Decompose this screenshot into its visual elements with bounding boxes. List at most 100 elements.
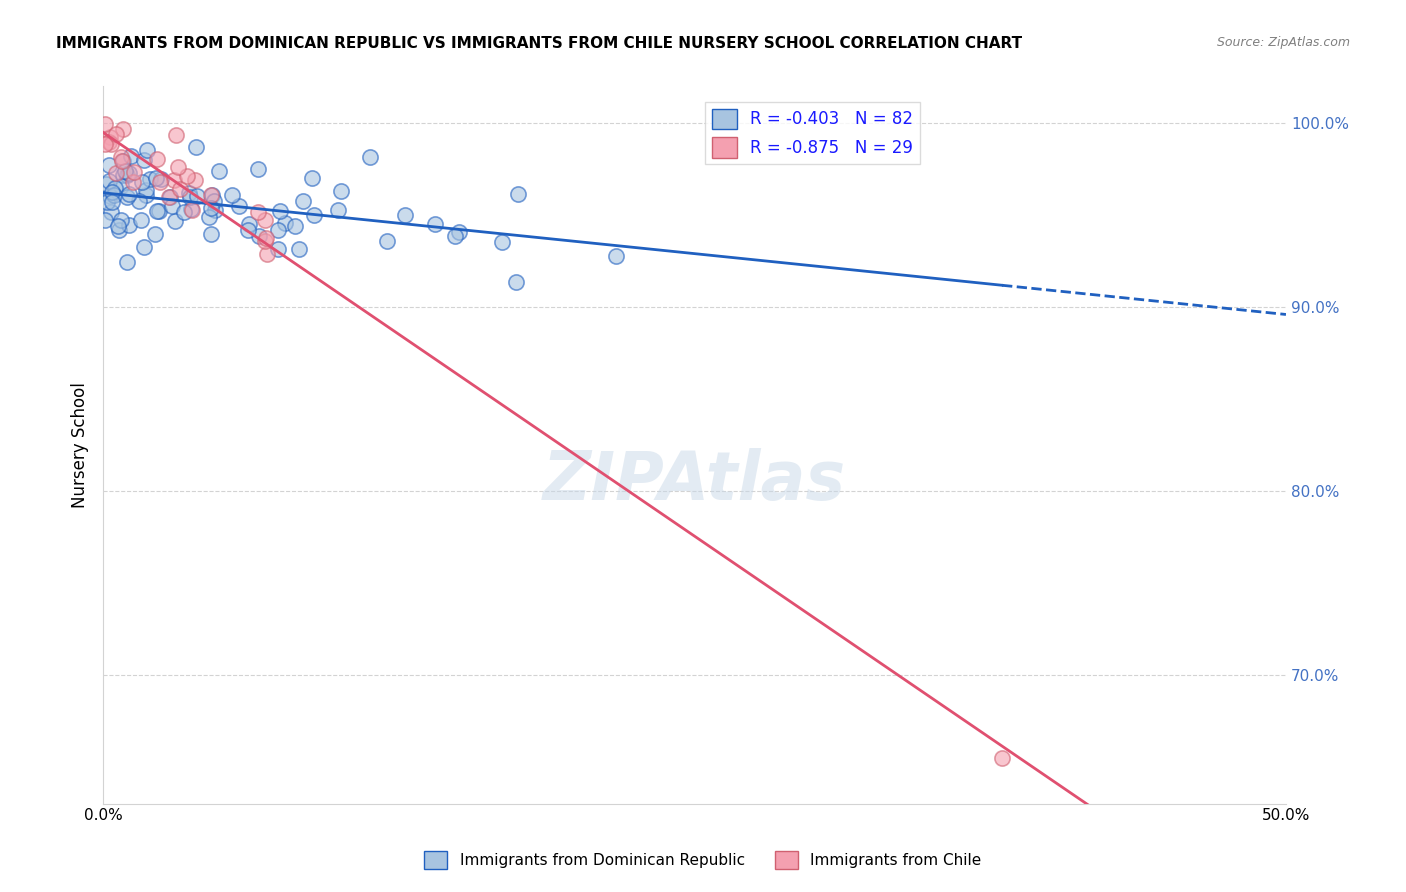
Immigrants from Dominican Republic — [112, 168, 135, 182]
Immigrants from Dominican Republic — [449, 225, 471, 239]
Immigrants from Dominican Republic — [444, 228, 467, 243]
Text: IMMIGRANTS FROM DOMINICAN REPUBLIC VS IMMIGRANTS FROM CHILE NURSERY SCHOOL CORRE: IMMIGRANTS FROM DOMINICAN REPUBLIC VS IM… — [56, 36, 1022, 51]
Immigrants from Chile — [253, 234, 276, 248]
Immigrants from Dominican Republic — [165, 213, 187, 227]
Immigrants from Dominican Republic — [150, 172, 173, 186]
Immigrants from Dominican Republic — [274, 217, 297, 231]
Immigrants from Dominican Republic — [97, 158, 120, 172]
Immigrants from Chile — [991, 750, 1014, 764]
Immigrants from Dominican Republic — [148, 203, 170, 218]
Immigrants from Dominican Republic — [115, 168, 138, 182]
Immigrants from Dominican Republic — [120, 149, 142, 163]
Immigrants from Dominican Republic — [198, 210, 221, 224]
Immigrants from Chile — [200, 188, 222, 202]
Immigrants from Dominican Republic — [117, 190, 139, 204]
Immigrants from Dominican Republic — [284, 219, 307, 233]
Immigrants from Dominican Republic — [94, 213, 117, 227]
Immigrants from Dominican Republic — [287, 242, 309, 256]
Immigrants from Chile — [98, 129, 121, 144]
Immigrants from Dominican Republic — [179, 190, 201, 204]
Immigrants from Chile — [167, 160, 190, 174]
Y-axis label: Nursery School: Nursery School — [72, 382, 89, 508]
Immigrants from Chile — [246, 204, 269, 219]
Immigrants from Chile — [253, 213, 276, 227]
Immigrants from Chile — [180, 202, 202, 217]
Immigrants from Dominican Republic — [98, 188, 121, 202]
Immigrants from Dominican Republic — [184, 140, 207, 154]
Immigrants from Dominican Republic — [292, 194, 315, 208]
Immigrants from Dominican Republic — [200, 202, 222, 216]
Immigrants from Dominican Republic — [132, 240, 155, 254]
Immigrants from Chile — [157, 190, 180, 204]
Immigrants from Dominican Republic — [97, 174, 120, 188]
Immigrants from Dominican Republic — [506, 187, 529, 202]
Immigrants from Chile — [104, 166, 127, 180]
Immigrants from Chile — [149, 175, 172, 189]
Immigrants from Dominican Republic — [173, 204, 195, 219]
Immigrants from Dominican Republic — [131, 175, 153, 189]
Immigrants from Dominican Republic — [180, 202, 202, 217]
Immigrants from Dominican Republic — [129, 212, 152, 227]
Immigrants from Dominican Republic — [330, 184, 353, 198]
Immigrants from Dominican Republic — [201, 187, 224, 202]
Immigrants from Dominican Republic — [238, 223, 260, 237]
Text: ZIPAtlas: ZIPAtlas — [543, 448, 846, 514]
Immigrants from Dominican Republic — [359, 150, 381, 164]
Immigrants from Chile — [254, 231, 277, 245]
Legend: Immigrants from Dominican Republic, Immigrants from Chile: Immigrants from Dominican Republic, Immi… — [418, 845, 988, 875]
Immigrants from Chile — [104, 128, 127, 142]
Immigrants from Dominican Republic — [186, 188, 208, 202]
Immigrants from Dominican Republic — [200, 227, 222, 241]
Immigrants from Dominican Republic — [118, 166, 141, 180]
Immigrants from Chile — [111, 153, 134, 168]
Immigrants from Dominican Republic — [394, 208, 416, 222]
Immigrants from Dominican Republic — [114, 164, 136, 178]
Immigrants from Dominican Republic — [505, 275, 527, 289]
Immigrants from Dominican Republic — [269, 203, 291, 218]
Immigrants from Dominican Republic — [159, 190, 181, 204]
Immigrants from Dominican Republic — [143, 227, 166, 241]
Immigrants from Dominican Republic — [207, 164, 229, 178]
Immigrants from Chile — [98, 135, 121, 149]
Immigrants from Dominican Republic — [375, 234, 398, 248]
Immigrants from Dominican Republic — [104, 181, 127, 195]
Immigrants from Dominican Republic — [135, 188, 157, 202]
Immigrants from Dominican Republic — [228, 199, 250, 213]
Immigrants from Dominican Republic — [266, 223, 288, 237]
Immigrants from Dominican Republic — [145, 170, 167, 185]
Immigrants from Chile — [169, 182, 191, 196]
Immigrants from Dominican Republic — [204, 202, 226, 217]
Immigrants from Dominican Republic — [101, 195, 124, 210]
Immigrants from Dominican Republic — [110, 213, 132, 227]
Immigrants from Chile — [163, 173, 186, 187]
Immigrants from Dominican Republic — [177, 186, 200, 201]
Immigrants from Dominican Republic — [96, 195, 118, 210]
Text: Source: ZipAtlas.com: Source: ZipAtlas.com — [1216, 36, 1350, 49]
Immigrants from Chile — [111, 122, 134, 136]
Immigrants from Dominican Republic — [238, 217, 260, 231]
Immigrants from Dominican Republic — [202, 194, 225, 209]
Immigrants from Dominican Republic — [135, 183, 157, 197]
Immigrants from Dominican Republic — [605, 248, 627, 262]
Immigrants from Chile — [256, 247, 278, 261]
Immigrants from Chile — [165, 128, 187, 143]
Immigrants from Dominican Republic — [328, 203, 350, 218]
Immigrants from Dominican Republic — [138, 171, 160, 186]
Immigrants from Dominican Republic — [160, 199, 183, 213]
Immigrants from Chile — [94, 117, 117, 131]
Immigrants from Dominican Republic — [423, 217, 446, 231]
Immigrants from Dominican Republic — [136, 143, 159, 157]
Immigrants from Dominican Republic — [94, 178, 117, 192]
Immigrants from Dominican Republic — [132, 153, 155, 167]
Immigrants from Dominican Republic — [107, 223, 129, 237]
Legend: R = -0.403   N = 82, R = -0.875   N = 29: R = -0.403 N = 82, R = -0.875 N = 29 — [706, 102, 920, 164]
Immigrants from Dominican Republic — [246, 161, 269, 176]
Immigrants from Dominican Republic — [146, 204, 169, 219]
Immigrants from Chile — [184, 172, 207, 186]
Immigrants from Dominican Republic — [221, 188, 243, 202]
Immigrants from Dominican Republic — [112, 153, 135, 168]
Immigrants from Chile — [145, 152, 167, 166]
Immigrants from Chile — [100, 136, 122, 151]
Immigrants from Dominican Republic — [491, 235, 513, 249]
Immigrants from Dominican Republic — [115, 254, 138, 268]
